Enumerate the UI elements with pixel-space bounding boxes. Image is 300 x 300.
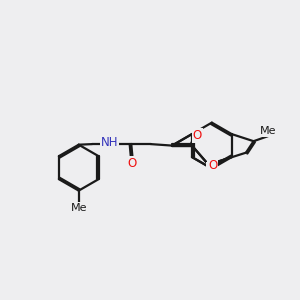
Text: NH: NH (101, 136, 119, 149)
Text: O: O (208, 159, 218, 172)
Text: O: O (127, 157, 136, 170)
Text: O: O (193, 129, 202, 142)
Text: O: O (207, 163, 217, 176)
Text: Me: Me (70, 203, 87, 213)
Text: Me: Me (260, 126, 276, 136)
